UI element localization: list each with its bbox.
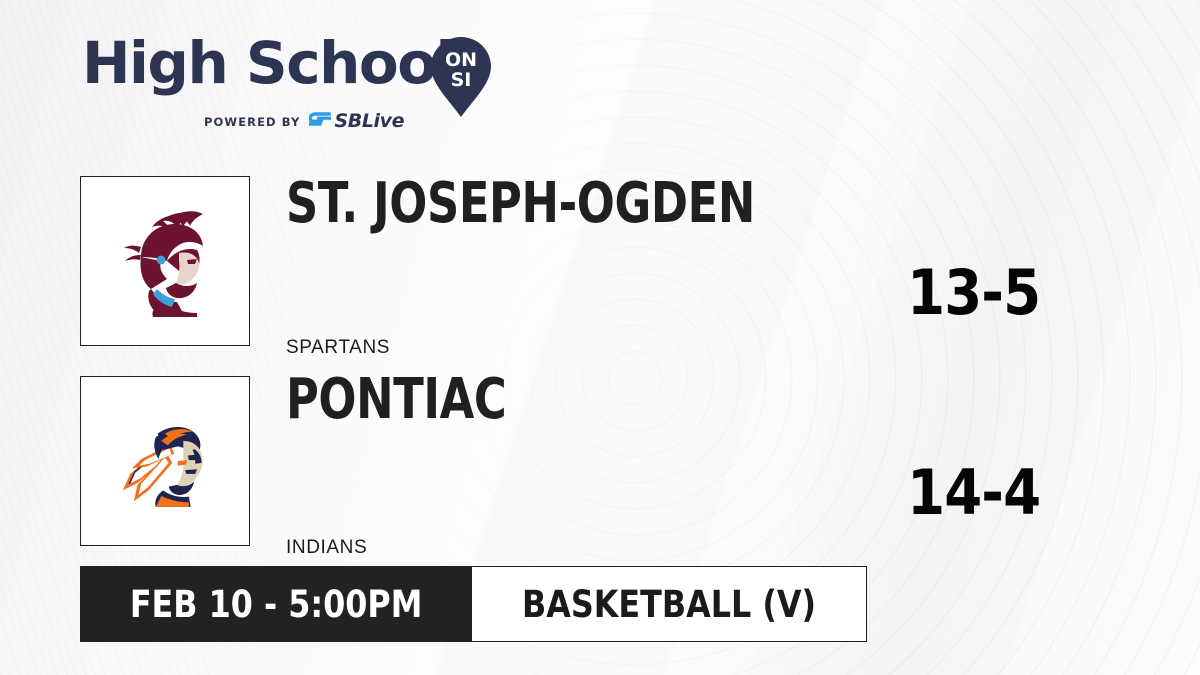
high-school-wordmark: High School <box>82 29 455 97</box>
team-logo-box-home <box>80 176 250 346</box>
indian-head-logo <box>122 426 203 507</box>
team-name-away: PONTIAC <box>286 367 507 432</box>
team-record-away: 14-4 <box>906 456 1041 529</box>
team-row-away <box>0 376 1200 548</box>
sblive-wordmark: SBLive <box>334 110 405 132</box>
spartan-head-logo <box>124 211 203 317</box>
team-mascot-home: SPARTANS <box>286 337 391 358</box>
brand-header: High School ON SI POWERED BY SBLive <box>82 34 512 134</box>
team-record-home: 13-5 <box>906 256 1041 329</box>
powered-by-label: POWERED BY <box>204 114 301 129</box>
team-logo-box-away <box>80 376 250 546</box>
on-si-pin-icon: ON SI <box>430 36 492 118</box>
game-sport-text: BASKETBALL (V) <box>522 582 817 626</box>
game-info-bar: FEB 10 - 5:00PM BASKETBALL (V) <box>80 566 868 642</box>
team-name-home: ST. JOSEPH-OGDEN <box>286 171 755 236</box>
game-datetime-segment: FEB 10 - 5:00PM <box>80 566 473 642</box>
powered-by-block: POWERED BY SBLive <box>204 110 405 132</box>
sblive-logo: SBLive <box>309 110 405 132</box>
game-sport-segment: BASKETBALL (V) <box>472 566 868 642</box>
sblive-s-icon <box>309 112 332 126</box>
svg-text:ON: ON <box>445 49 477 71</box>
game-datetime-text: FEB 10 - 5:00PM <box>129 582 423 626</box>
svg-text:SI: SI <box>451 69 472 91</box>
team-row-home <box>0 176 1200 348</box>
team-mascot-away: INDIANS <box>286 537 368 558</box>
